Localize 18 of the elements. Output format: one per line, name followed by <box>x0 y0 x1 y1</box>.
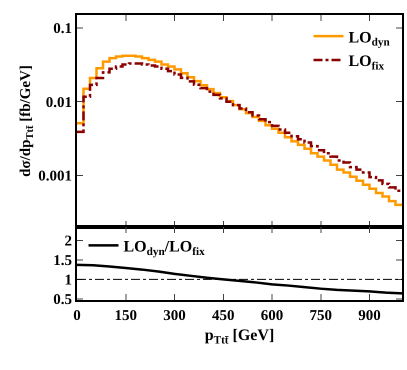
y-tick-label: 0.5 <box>53 292 72 308</box>
y-tick-label: 0.001 <box>38 168 72 185</box>
legend-label: LO$_{fix}$ <box>348 53 384 73</box>
y-tick-label: 0.1 <box>53 21 72 38</box>
x-tick-label: 450 <box>212 308 234 324</box>
x-tick-label: 150 <box>114 308 137 324</box>
x-tick-label: 600 <box>260 308 284 324</box>
legend-label: LO$_{dyn}$/LO$_{fix}$ <box>124 238 206 258</box>
x-tick-label: 750 <box>310 308 332 324</box>
y-tick-label: 1 <box>64 272 72 289</box>
x-tick-label: 300 <box>163 308 186 324</box>
x-tick-label: 900 <box>358 308 381 324</box>
x-tick-label: 0 <box>73 308 81 324</box>
y-tick-label: 2 <box>64 234 72 250</box>
x-axis-title: p$_{T}$$_{tt̄}$ [GeV] <box>204 327 274 347</box>
y-tick-label: 1.5 <box>53 253 72 270</box>
legend-label: LO$_{dyn}$ <box>348 29 390 49</box>
y-tick-label: 0.01 <box>46 94 72 111</box>
